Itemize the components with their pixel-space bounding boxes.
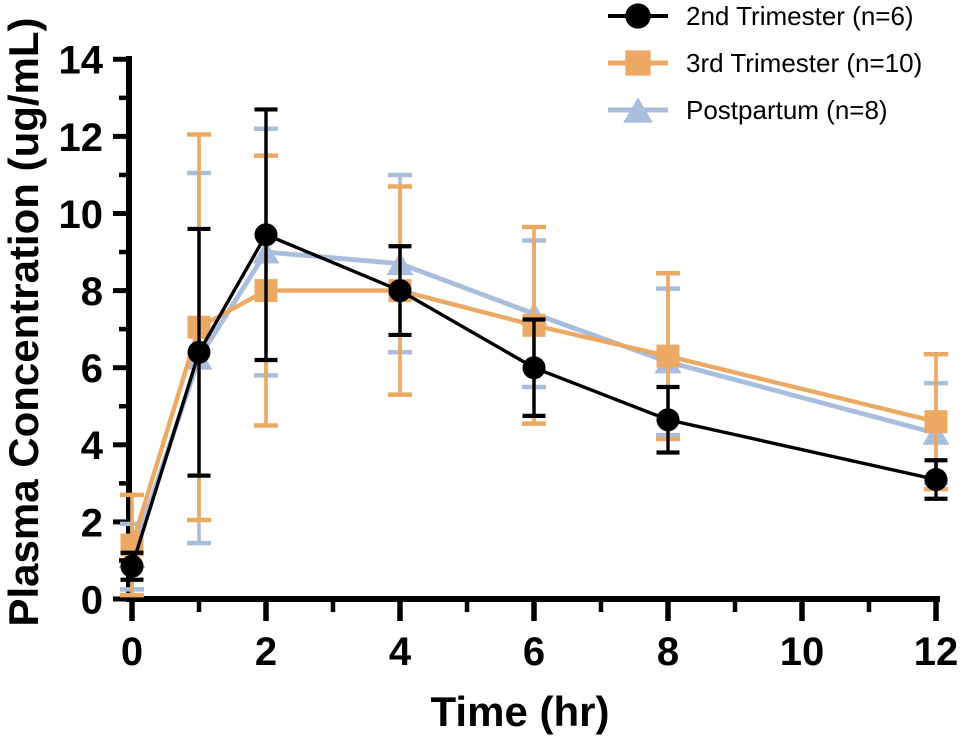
legend-entry-2nd-trimester: 2nd Trimester (n=6) [608,0,922,32]
svg-text:8: 8 [81,270,103,314]
legend: 2nd Trimester (n=6) 3rd Trimester (n=10)… [608,0,922,141]
legend-entry-3rd-trimester: 3rd Trimester (n=10) [608,47,922,79]
svg-text:0: 0 [121,630,143,674]
svg-text:4: 4 [81,424,104,468]
svg-text:6: 6 [523,630,545,674]
svg-text:4: 4 [389,630,412,674]
svg-text:2: 2 [255,630,277,674]
svg-text:12: 12 [914,630,959,674]
circle-marker-icon [608,0,668,32]
legend-label-postpartum: Postpartum (n=8) [686,95,888,125]
svg-text:6: 6 [81,347,103,391]
square-marker-icon [608,47,668,79]
svg-text:2: 2 [81,501,103,545]
legend-label-3rd-trimester: 3rd Trimester (n=10) [686,48,923,78]
axes: 0 2 4 6 8 10 12 14 0 2 4 6 8 10 12 [59,39,959,674]
triangle-marker-icon [608,94,668,126]
legend-label-2nd-trimester: 2nd Trimester (n=6) [686,1,914,31]
svg-text:14: 14 [59,39,104,83]
svg-text:12: 12 [59,116,104,160]
svg-text:10: 10 [780,630,825,674]
svg-text:10: 10 [59,193,104,237]
svg-text:0: 0 [81,578,103,622]
series-2nd-trimester-n-6 [120,107,948,582]
x-axis-title: Time (hr) [430,688,610,735]
y-axis-title: Plasma Concentration (ug/mL) [0,17,47,627]
legend-entry-postpartum: Postpartum (n=8) [608,94,922,126]
svg-text:8: 8 [657,630,679,674]
